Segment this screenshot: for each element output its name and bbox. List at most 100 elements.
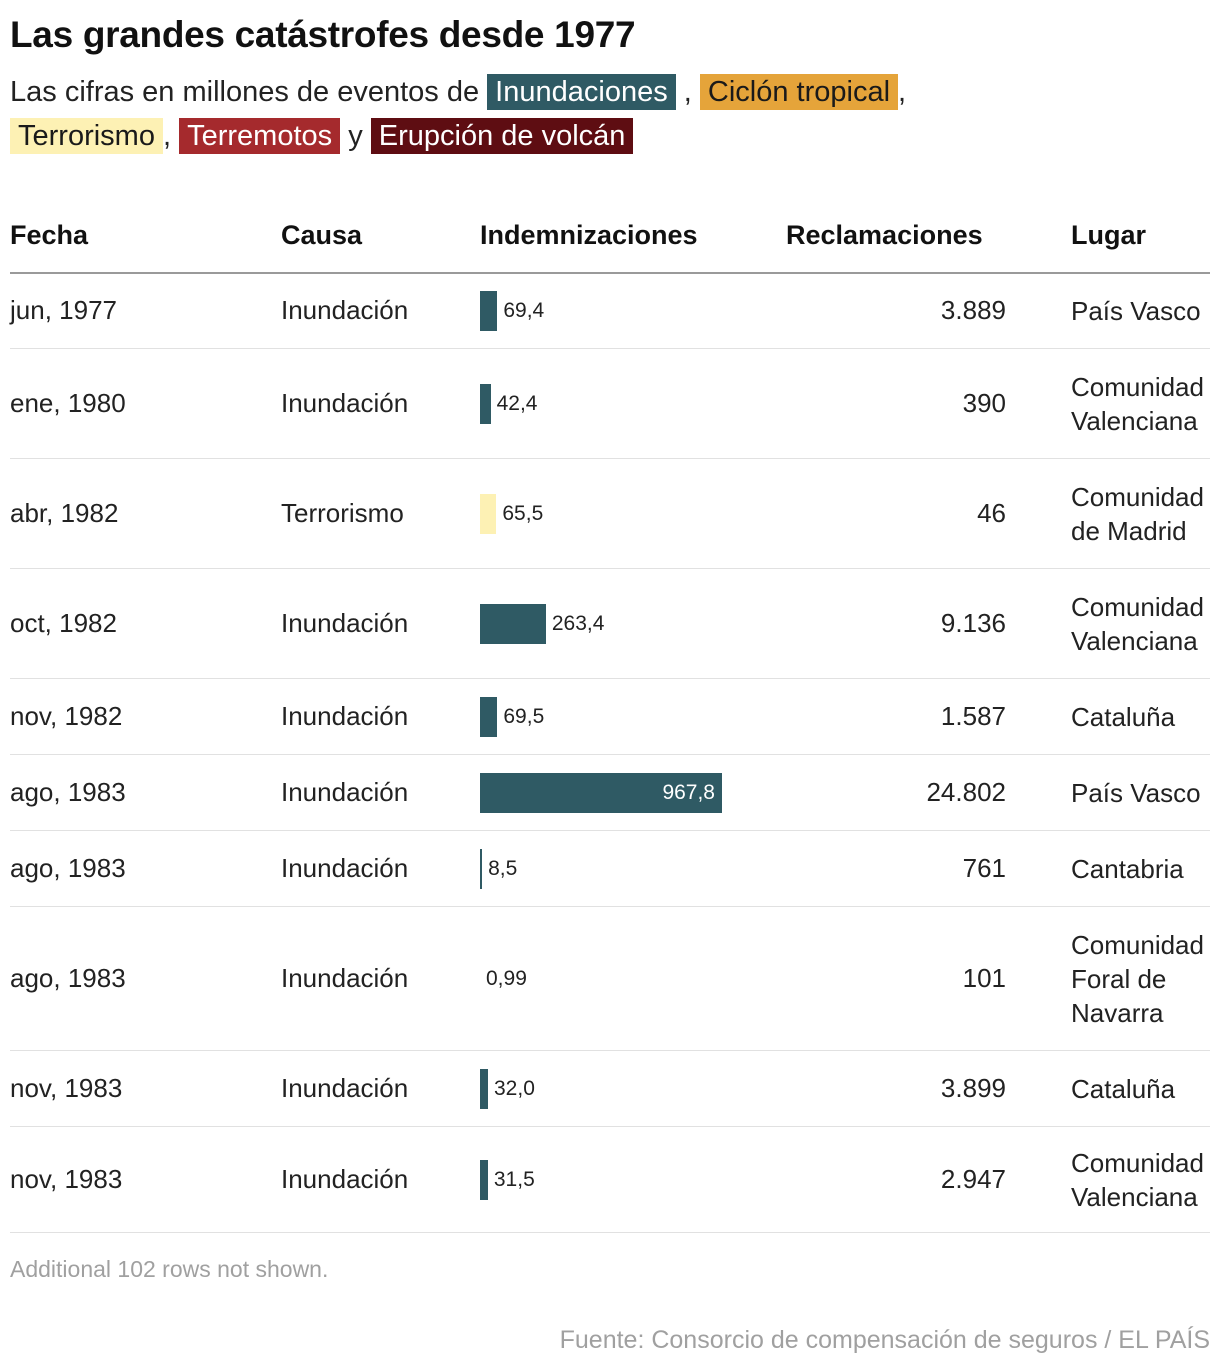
chart-subtitle: Las cifras en millones de eventos de Inu… [10,70,1210,158]
table-row: nov, 1983 Inundación 32,0 3.899 Cataluña [10,1051,1210,1127]
cell-causa: Inundación [281,388,409,418]
cell-lugar: Comunidad Valenciana [1071,591,1204,656]
cell-causa: Inundación [281,777,409,807]
bar-value-label: 32,0 [494,1076,535,1100]
cell-indemnizaciones: 32,0 [480,1051,780,1126]
legend-conjunction: y [348,120,363,152]
bar [480,848,483,889]
cell-fecha: oct, 1982 [10,608,117,638]
cell-reclamaciones: 3.889 [940,295,1006,325]
bar [480,696,498,737]
cell-lugar: Cataluña [1071,701,1176,732]
column-header-lugar: Lugar [1071,220,1147,250]
cell-indemnizaciones: 8,5 [480,831,780,906]
cell-lugar: Comunidad Foral de Navarra [1071,929,1204,1028]
subtitle-lead: Las cifras en millones de eventos de [10,76,480,108]
legend-chip-volcan: Erupción de volcán [370,118,634,154]
legend-separator: , [898,76,907,108]
bar-value-label: 31,5 [493,1167,535,1191]
table-row: oct, 1982 Inundación 263,4 9.136 Comunidad V… [10,569,1210,679]
table-row: jun, 1977 Inundación 69,4 3.889 País Vasco [10,273,1210,349]
bar [480,383,491,424]
bar [480,1068,488,1109]
cell-fecha: abr, 1982 [10,498,119,528]
column-header-fecha: Fecha [10,220,89,250]
cell-reclamaciones: 9.136 [940,608,1006,638]
cell-reclamaciones: 2.947 [940,1164,1006,1194]
cell-causa: Inundación [281,1164,409,1194]
cell-fecha: ene, 1980 [10,388,126,418]
cell-fecha: nov, 1983 [10,1164,123,1194]
cell-indemnizaciones: 263,4 [480,569,780,678]
legend-chip-terremotos: Terremotos [179,118,341,154]
legend-chip-ciclon: Ciclón tropical [699,74,899,110]
cell-indemnizaciones: 31,5 [480,1127,780,1232]
legend-separator: , [683,76,692,108]
table-body: jun, 1977 Inundación 69,4 3.889 País Vasco en… [10,273,1210,1233]
legend-chip-inundaciones: Inundaciones [487,74,676,110]
cell-reclamaciones: 3.899 [940,1073,1006,1103]
table-row: ago, 1983 Inundación 8,5 761 Cantabria [10,831,1210,907]
source-credit: Fuente: Consorcio de compensación de seg… [559,1326,1210,1354]
cell-causa: Inundación [281,1073,409,1103]
cell-fecha: ago, 1983 [10,963,126,993]
cell-reclamaciones: 761 [962,853,1006,883]
bar: 967,8 [480,772,722,813]
chart-title: Las grandes catástrofes desde 1977 [10,14,636,55]
cell-reclamaciones: 390 [962,388,1006,418]
cell-indemnizaciones: 0,99 [480,907,780,1050]
table-row: ene, 1980 Inundación 42,4 390 Comunidad Vale… [10,349,1210,459]
cell-causa: Inundación [281,853,409,883]
bar-value-label: 69,5 [503,704,545,728]
bar-value-label: 65,5 [502,501,544,525]
bar-value-label: 42,4 [496,391,538,415]
cell-causa: Inundación [281,295,409,325]
cell-causa: Inundación [281,963,409,993]
bar-value-label: 69,4 [503,298,545,322]
table-row: abr, 1982 Terrorismo 65,5 46 Comunidad de Ma… [10,459,1210,569]
cell-reclamaciones: 1.587 [940,701,1006,731]
bar-value-label: 8,5 [488,856,518,880]
cell-reclamaciones: 101 [962,963,1006,993]
bar [480,603,546,644]
bar-value-label: 967,8 [662,780,715,804]
rows-note: Additional 102 rows not shown. [10,1256,329,1282]
cell-reclamaciones: 24.802 [926,777,1006,807]
cell-lugar: Cantabria [1071,853,1184,884]
bar-value-label: 263,4 [551,611,605,635]
cell-indemnizaciones: 967,8 [480,755,780,830]
cell-lugar: País Vasco [1071,777,1201,808]
bar [480,493,497,534]
cell-indemnizaciones: 65,5 [480,459,780,568]
table-row: ago, 1983 Inundación 967,8 24.802 País Vasco [10,755,1210,831]
table-row: nov, 1982 Inundación 69,5 1.587 Cataluña [10,679,1210,755]
cell-fecha: ago, 1983 [10,777,126,807]
cell-indemnizaciones: 69,4 [480,273,780,348]
cell-fecha: ago, 1983 [10,853,126,883]
legend-separator: , [162,120,172,152]
column-header-indemnizaciones: Indemnizaciones [480,220,698,250]
cell-indemnizaciones: 69,5 [480,679,780,754]
column-header-reclamaciones: Reclamaciones [786,220,983,250]
cell-indemnizaciones: 42,4 [480,349,780,458]
cell-lugar: Comunidad Valenciana [1071,1147,1204,1212]
table-row: ago, 1983 Inundación 0,99 101 Comunidad Fora… [10,907,1210,1051]
cell-fecha: nov, 1983 [10,1073,123,1103]
cell-reclamaciones: 46 [977,498,1006,528]
cell-fecha: nov, 1982 [10,701,123,731]
legend-chip-terrorismo: Terrorismo [10,118,163,154]
cell-causa: Inundación [281,608,409,638]
cell-fecha: jun, 1977 [10,295,117,325]
bar [480,1159,488,1200]
bar-value-label: 0,99 [486,966,527,990]
cell-lugar: País Vasco [1071,295,1201,326]
column-header-causa: Causa [281,220,363,250]
table-header: Fecha Causa Indemnizaciones Reclamacione… [10,212,1210,274]
cell-causa: Terrorismo [281,498,404,528]
cell-lugar: Comunidad de Madrid [1071,481,1204,546]
cell-lugar: Comunidad Valenciana [1071,371,1204,436]
cell-lugar: Cataluña [1071,1073,1176,1104]
bar [480,290,498,331]
cell-causa: Inundación [281,701,409,731]
table-row: nov, 1983 Inundación 31,5 2.947 Comunidad Va… [10,1127,1210,1233]
